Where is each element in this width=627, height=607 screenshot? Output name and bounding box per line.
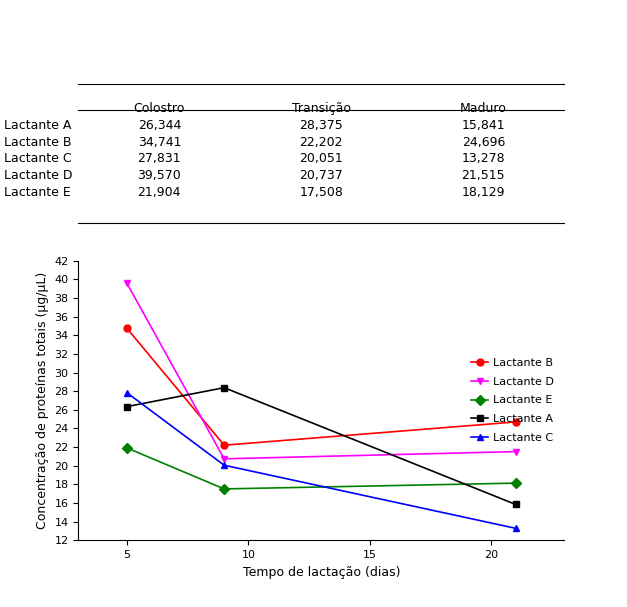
Lactante C [512,524,520,532]
Line: Lactante C: Lactante C [124,389,519,532]
Line: Lactante D: Lactante D [124,280,519,463]
Lactante E [512,480,520,487]
Lactante A [123,403,131,410]
Y-axis label: Concentração de proteínas totais (µg/µL): Concentração de proteínas totais (µg/µL) [36,272,49,529]
Lactante C [123,389,131,396]
Lactante C [221,461,228,469]
Lactante D [512,448,520,455]
Lactante D [123,280,131,287]
Lactante A [512,501,520,508]
Line: Lactante E: Lactante E [124,444,519,492]
Lactante B [221,441,228,449]
Lactante B [512,418,520,426]
Lactante A [221,384,228,392]
Lactante E [123,444,131,452]
X-axis label: Tempo de lactação (dias): Tempo de lactação (dias) [243,566,400,578]
Lactante E [221,485,228,492]
Line: Lactante B: Lactante B [124,325,519,449]
Lactante B [123,325,131,332]
Line: Lactante A: Lactante A [124,384,519,508]
Legend: Lactante B, Lactante D, Lactante E, Lactante A, Lactante C: Lactante B, Lactante D, Lactante E, Lact… [466,353,559,448]
Lactante D [221,455,228,463]
